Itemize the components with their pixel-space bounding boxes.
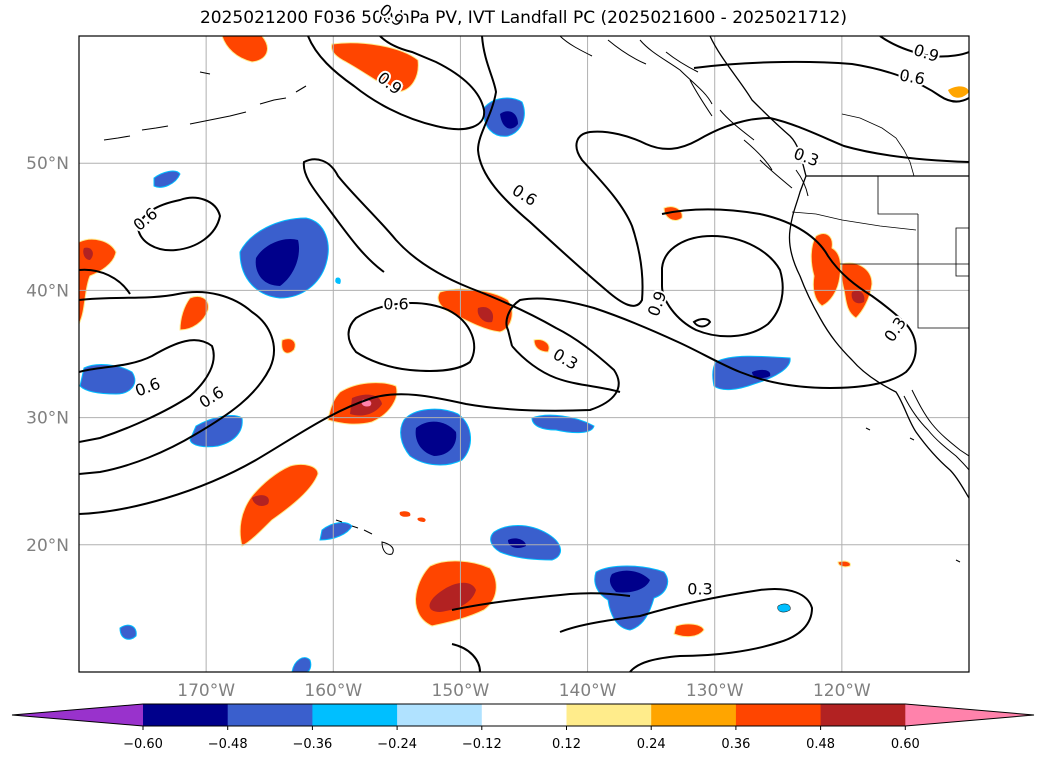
longitude-ticks: 170°W 160°W 150°W 140°W 130°W 120°W (177, 681, 871, 701)
colorbar-segment (227, 704, 313, 726)
colorbar-tick-label: 0.12 (552, 737, 581, 752)
colorbar-tick-label: 0.60 (891, 737, 920, 752)
contour-label: 0.3 (550, 345, 582, 374)
lon-tick-label: 120°W (813, 681, 871, 701)
lat-tick-label: 20°N (26, 536, 69, 556)
contour-label: 0.6 (383, 295, 408, 314)
colorbar-segment (143, 704, 229, 726)
lat-tick-label: 40°N (26, 281, 69, 301)
latitude-ticks: 20°N 30°N 40°N 50°N (26, 154, 69, 556)
colorbar-tick-label: 0.48 (806, 737, 835, 752)
colorbar-segment (566, 704, 652, 726)
colorbar: −0.60 −0.48 −0.36 −0.24 −0.12 0.12 0.24 0.36 0.4… (11, 703, 1035, 752)
colorbar-segment (397, 704, 483, 726)
contour-label: 0.6 (509, 180, 541, 210)
colorbar-tick-label: −0.36 (292, 737, 332, 752)
lon-tick-label: 170°W (177, 681, 235, 701)
colorbar-segment (820, 704, 906, 726)
contour-label: 0.6 (132, 374, 162, 401)
colorbar-segment (651, 704, 737, 726)
map-title: 2025021200 F036 500 hPa PV, IVT Landfall… (199, 8, 847, 28)
colorbar-extend-high (905, 704, 1034, 726)
colorbar-segment (735, 704, 822, 726)
contour-label: 0.6 (898, 65, 926, 88)
colorbar-tick-label: −0.48 (208, 737, 248, 752)
pv-contours (79, 36, 969, 672)
contour-label: 0.9 (376, 0, 408, 31)
contour-label: 0.3 (791, 144, 821, 171)
map-frame (78, 35, 970, 673)
lon-tick-label: 150°W (432, 681, 490, 701)
lon-tick-label: 130°W (686, 681, 744, 701)
colorbar-segment (312, 704, 398, 726)
contour-label: 0.9 (644, 288, 671, 318)
colorbar-extend-low (12, 704, 143, 726)
lon-tick-label: 140°W (559, 681, 617, 701)
colorbar-tick-label: 0.24 (637, 737, 666, 752)
gridlines (79, 36, 969, 672)
contour-label: 0.9 (911, 40, 941, 66)
contour-label: 0.3 (687, 580, 712, 599)
colorbar-segment (481, 704, 567, 726)
pc-shading (79, 36, 969, 672)
colorbar-tick-label: −0.12 (462, 737, 502, 752)
coastlines (103, 36, 969, 563)
lon-tick-label: 160°W (304, 681, 362, 701)
colorbar-tick-label: −0.24 (377, 737, 417, 752)
colorbar-tick-label: 0.36 (721, 737, 750, 752)
contour-label: 0.3 (880, 314, 910, 346)
lat-tick-label: 50°N (26, 154, 69, 174)
colorbar-tick-label: −0.60 (123, 737, 163, 752)
lat-tick-label: 30°N (26, 409, 69, 429)
